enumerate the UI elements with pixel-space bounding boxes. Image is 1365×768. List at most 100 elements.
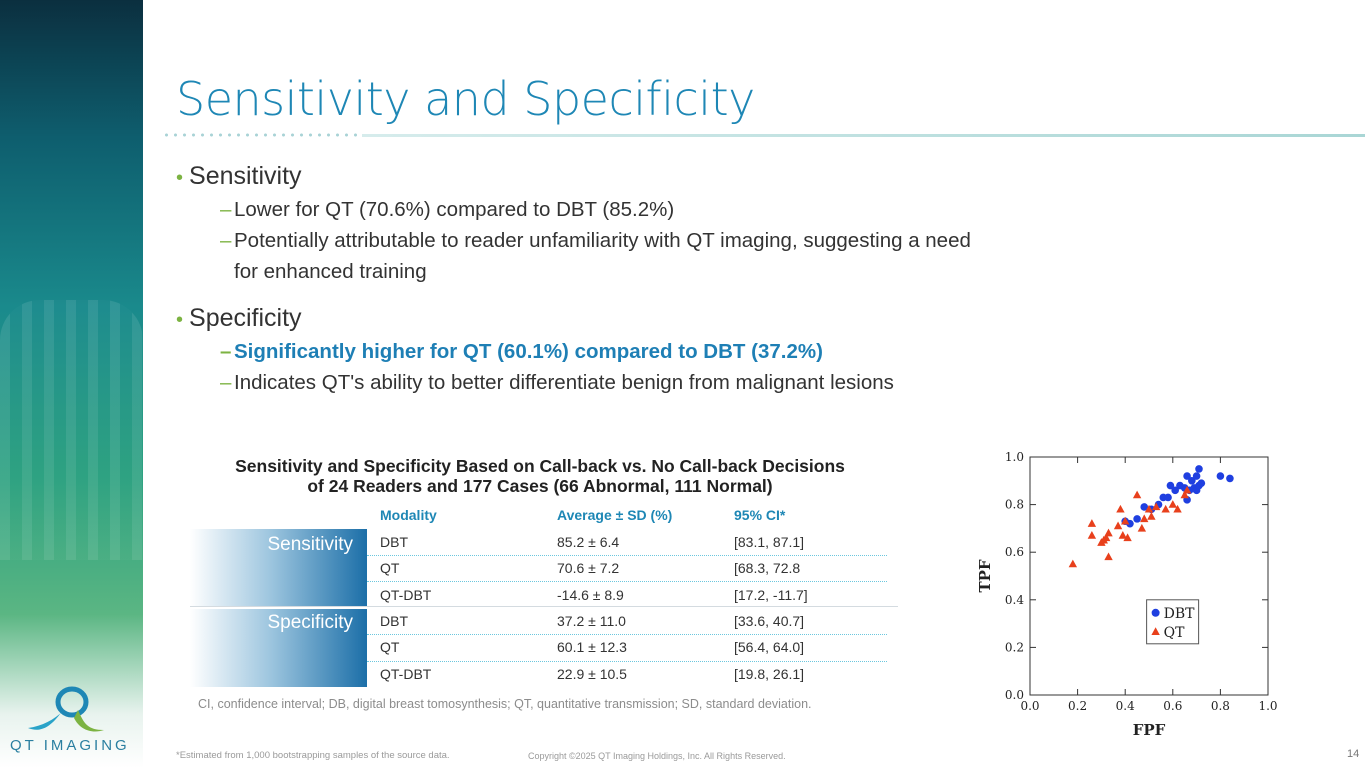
data-point-dbt bbox=[1126, 519, 1134, 528]
dash-icon: – bbox=[220, 340, 232, 363]
left-decorative-strip bbox=[0, 0, 143, 768]
bullet-sub-item-continued: for enhanced training bbox=[220, 256, 1176, 287]
x-tick-label: 0.4 bbox=[1116, 699, 1135, 713]
data-point-qt bbox=[1168, 500, 1177, 508]
data-point-dbt bbox=[1188, 477, 1196, 485]
table-title: Sensitivity and Specificity Based on Cal… bbox=[190, 456, 890, 496]
data-point-qt bbox=[1161, 504, 1170, 513]
y-tick-label: 0.6 bbox=[1005, 545, 1024, 559]
legend-marker-qt bbox=[1151, 627, 1160, 635]
data-point-qt bbox=[1104, 552, 1113, 561]
data-point-dbt bbox=[1133, 515, 1141, 523]
people-silhouettes-decoration bbox=[0, 300, 143, 560]
data-point-qt bbox=[1101, 533, 1111, 542]
dash-icon: – bbox=[220, 229, 232, 252]
data-point-qt bbox=[1113, 521, 1123, 530]
table-cell: QT bbox=[380, 560, 400, 576]
data-point-qt bbox=[1087, 519, 1097, 527]
data-point-qt bbox=[1144, 504, 1154, 513]
data-point-dbt bbox=[1216, 472, 1225, 480]
bullet-sub-item: – Lower for QT (70.6%) compared to DBT (8… bbox=[220, 194, 1176, 225]
table-cell: [83.1, 87.1] bbox=[734, 534, 805, 550]
table-cell: [56.4, 64.0] bbox=[734, 639, 805, 655]
group-label-sensitivity: Sensitivity bbox=[190, 529, 367, 607]
x-tick-label: 1.0 bbox=[1258, 699, 1277, 713]
bullet-sub-text: Lower for QT (70.6%) compared to DBT (85… bbox=[234, 198, 675, 221]
table-title-line: Sensitivity and Specificity Based on Cal… bbox=[235, 456, 845, 476]
data-point-qt bbox=[1068, 559, 1078, 568]
data-point-dbt bbox=[1195, 465, 1203, 473]
row-divider bbox=[367, 581, 887, 582]
data-point-qt bbox=[1140, 514, 1149, 523]
table-cell: 22.9 ± 10.5 bbox=[557, 666, 627, 682]
bullet-sub-item: – Indicates QT's ability to better differ… bbox=[220, 367, 1176, 398]
copyright: Copyright ©2025 QT Imaging Holdings, Inc… bbox=[528, 751, 786, 761]
y-axis-label: TPF bbox=[976, 559, 994, 592]
table-cell: [17.2, -11.7] bbox=[734, 587, 808, 603]
dash-icon: – bbox=[220, 371, 232, 394]
data-point-dbt bbox=[1140, 503, 1149, 511]
page-number: 14 bbox=[1347, 748, 1360, 760]
table-cell: DBT bbox=[380, 613, 408, 629]
y-tick-label: 0.8 bbox=[1005, 498, 1024, 512]
bullet-sub-item-highlight: – Significantly higher for QT (60.1%) com… bbox=[220, 336, 1176, 367]
bullet-dot-icon: • bbox=[176, 309, 184, 331]
data-point-qt bbox=[1118, 531, 1128, 539]
group-label-specificity: Specificity bbox=[190, 609, 367, 687]
data-point-qt bbox=[1104, 528, 1113, 537]
table-cell: [19.8, 26.1] bbox=[734, 666, 805, 682]
table-cell: QT-DBT bbox=[380, 666, 432, 682]
data-point-dbt bbox=[1226, 474, 1234, 483]
table-cell: DBT bbox=[380, 534, 408, 550]
table-cell: QT-DBT bbox=[380, 587, 432, 603]
table-cell: [33.6, 40.7] bbox=[734, 613, 805, 629]
qt-logo-icon bbox=[28, 686, 104, 732]
y-tick-label: 0.2 bbox=[1005, 640, 1024, 654]
x-tick-label: 0.0 bbox=[1020, 699, 1039, 713]
bullet-list: • Sensitivity – Lower for QT (70.6%) compa… bbox=[176, 158, 1176, 398]
chart-svg: 0.0 0.2 0.4 0.6 0.8 1.0 0.0 0.2 0.4 0.6 0.8 1.0 FPF T… bbox=[976, 450, 1278, 739]
bullet-heading-specificity: • Specificity bbox=[176, 300, 1176, 336]
y-tick-label: 1.0 bbox=[1005, 450, 1024, 464]
bullet-sub-text: Potentially attributable to reader unfam… bbox=[234, 229, 971, 252]
data-point-dbt bbox=[1197, 479, 1206, 487]
data-point-qt bbox=[1180, 490, 1189, 499]
data-point-qt bbox=[1132, 490, 1142, 499]
y-tick-label: 0.0 bbox=[1005, 688, 1024, 702]
legend-label-dbt: DBT bbox=[1164, 606, 1196, 622]
data-point-dbt bbox=[1164, 493, 1172, 502]
table-cell: 60.1 ± 12.3 bbox=[557, 639, 627, 655]
bullet-sub-item: – Potentially attributable to reader unfa… bbox=[220, 225, 1176, 256]
table-cell: [68.3, 72.8 bbox=[734, 560, 801, 576]
row-divider bbox=[367, 555, 887, 556]
y-tick-label: 0.4 bbox=[1005, 593, 1024, 607]
legend-box bbox=[1146, 599, 1200, 645]
x-tick-label: 0.2 bbox=[1068, 699, 1087, 713]
roc-scatter-chart: 0.0 0.2 0.4 0.6 0.8 1.0 0.0 0.2 0.4 0.6 0.8 1.0 FPF T… bbox=[968, 445, 1280, 745]
column-header-average: Average ± SD (%) bbox=[557, 507, 673, 523]
data-point-qt bbox=[1087, 531, 1097, 539]
plot-frame bbox=[1029, 456, 1269, 696]
table-footnote: CI, confidence interval; DB, digital bre… bbox=[198, 697, 812, 711]
data-point-qt bbox=[1151, 502, 1161, 511]
title-divider bbox=[162, 133, 1365, 137]
table-cell: 70.6 ± 7.2 bbox=[557, 560, 620, 576]
x-tick-label: 0.6 bbox=[1163, 699, 1182, 713]
bullet-heading-text: Sensitivity bbox=[189, 162, 302, 190]
data-point-dbt bbox=[1192, 472, 1201, 480]
data-point-dbt bbox=[1183, 472, 1191, 480]
group-divider bbox=[190, 606, 898, 607]
column-header-modality: Modality bbox=[380, 507, 437, 523]
bullet-dot-icon: • bbox=[176, 167, 184, 189]
table-title-line: of 24 Readers and 177 Cases (66 Abnormal… bbox=[307, 476, 773, 496]
bullet-heading-text: Specificity bbox=[189, 304, 302, 332]
data-point-qt bbox=[1123, 533, 1132, 542]
column-header-ci: 95% CI* bbox=[734, 507, 786, 523]
legend-marker-dbt bbox=[1151, 608, 1160, 617]
table-cell: -14.6 ± 8.9 bbox=[557, 587, 624, 603]
data-point-qt bbox=[1116, 504, 1125, 513]
bullet-sub-text: Indicates QT's ability to better differe… bbox=[234, 371, 894, 394]
table-cell: 85.2 ± 6.4 bbox=[557, 534, 620, 550]
bullet-sub-text: for enhanced training bbox=[234, 260, 427, 283]
divider-line bbox=[362, 134, 1365, 137]
